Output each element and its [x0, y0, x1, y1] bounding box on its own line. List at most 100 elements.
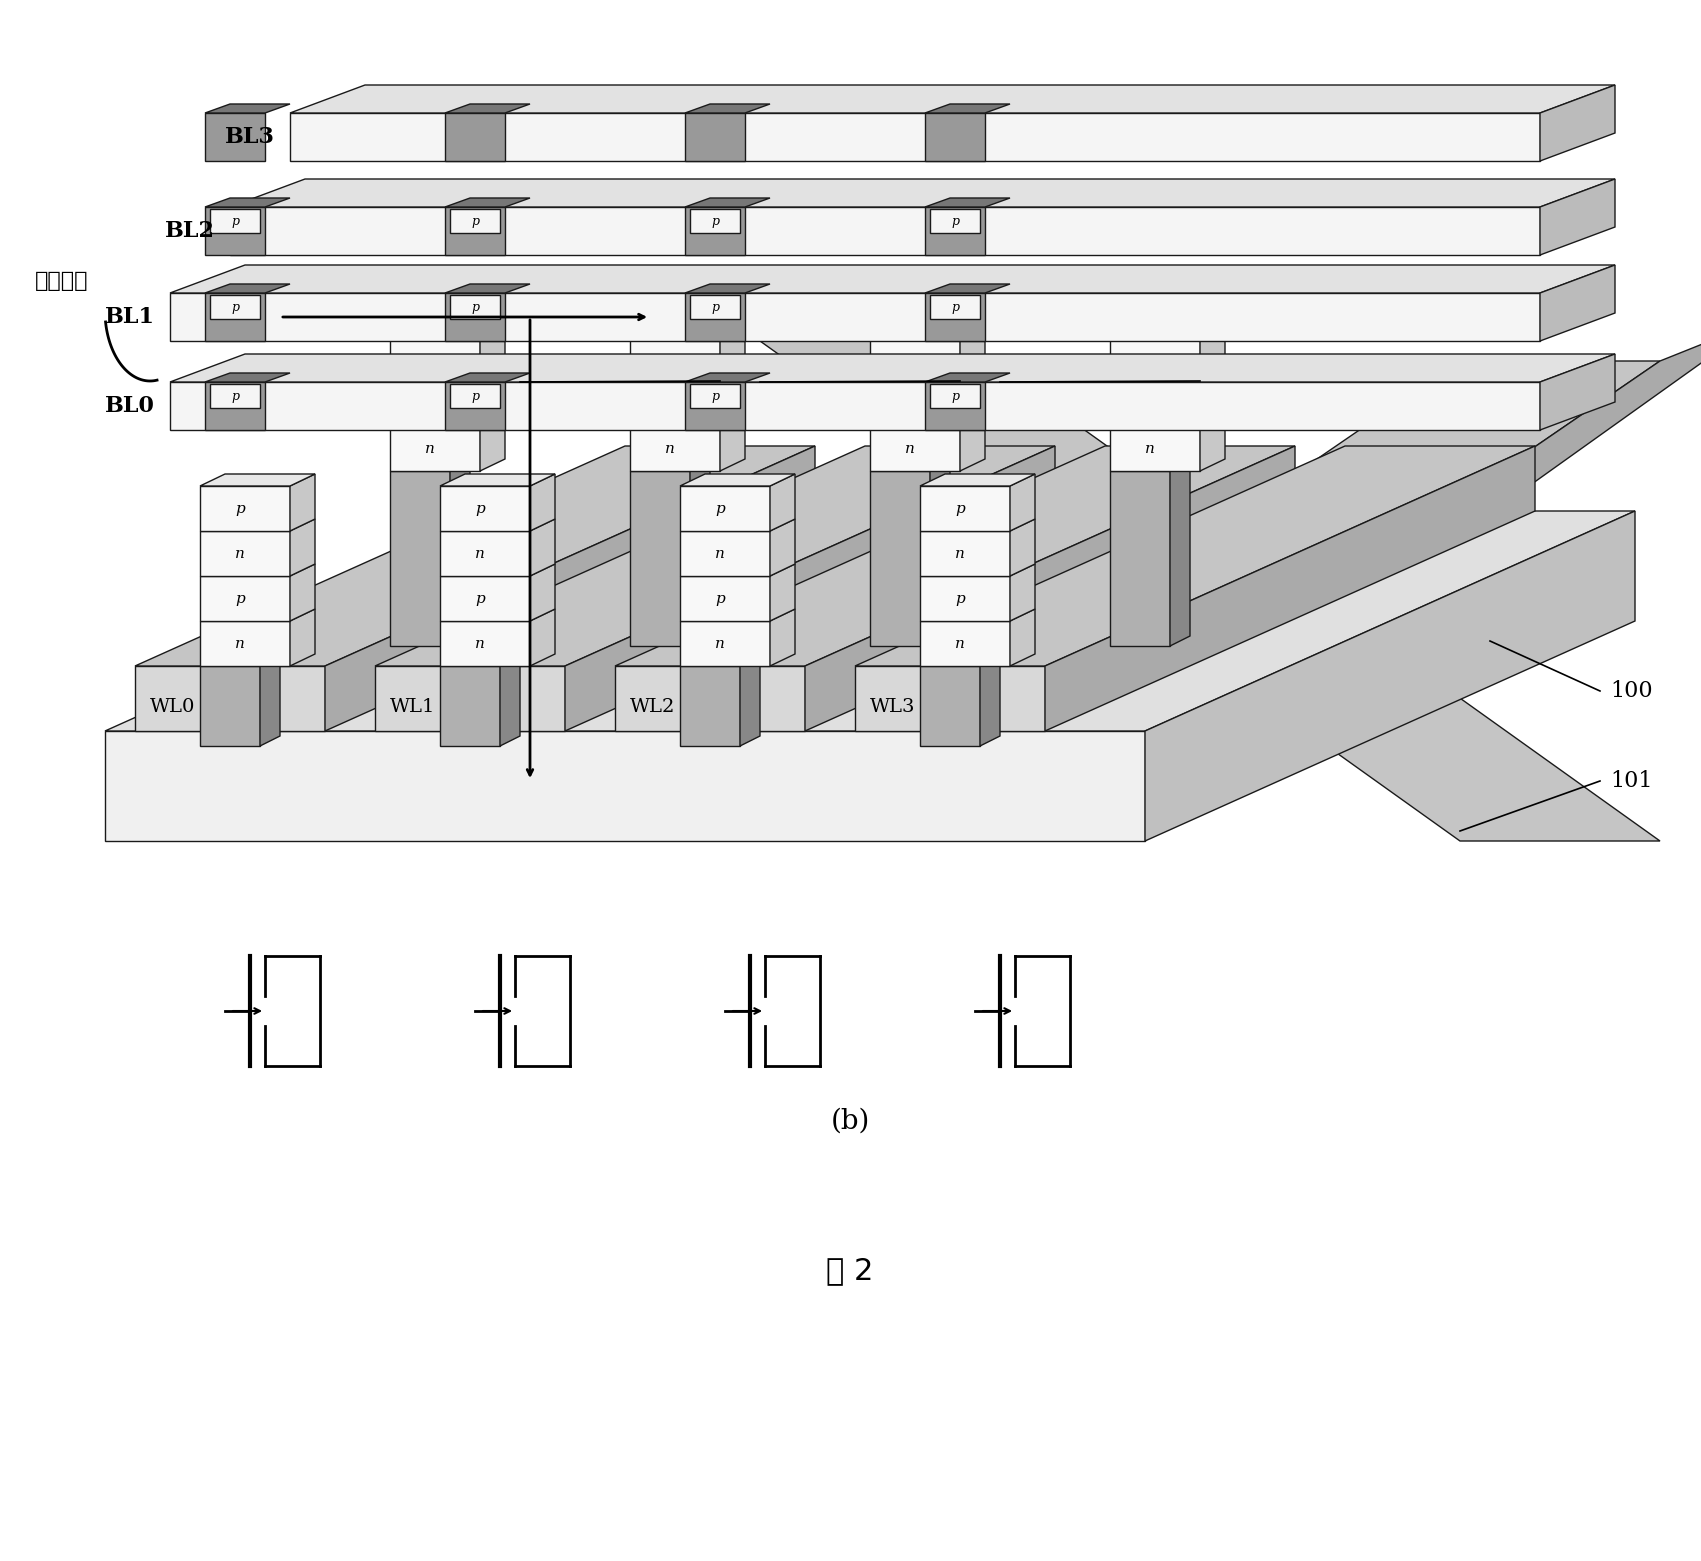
Polygon shape	[206, 293, 265, 340]
Polygon shape	[686, 198, 771, 208]
Polygon shape	[959, 279, 985, 336]
Polygon shape	[206, 208, 265, 254]
Polygon shape	[680, 576, 771, 621]
Text: p: p	[714, 592, 725, 606]
Polygon shape	[680, 531, 771, 576]
Polygon shape	[451, 209, 500, 234]
Polygon shape	[869, 471, 930, 646]
Polygon shape	[289, 564, 315, 621]
Text: n: n	[954, 637, 964, 651]
Polygon shape	[869, 290, 959, 336]
Polygon shape	[209, 209, 260, 234]
Polygon shape	[616, 667, 805, 731]
Polygon shape	[629, 290, 720, 336]
Polygon shape	[446, 105, 531, 112]
Text: BL2: BL2	[165, 220, 214, 242]
Polygon shape	[1111, 290, 1199, 336]
Polygon shape	[500, 656, 521, 746]
Polygon shape	[451, 384, 500, 409]
Polygon shape	[1199, 279, 1225, 336]
Polygon shape	[925, 293, 985, 340]
Polygon shape	[446, 198, 531, 208]
Polygon shape	[771, 609, 794, 667]
Polygon shape	[480, 368, 505, 426]
Polygon shape	[441, 576, 531, 621]
Text: n: n	[1145, 351, 1155, 365]
Polygon shape	[206, 373, 289, 382]
Polygon shape	[1539, 84, 1614, 161]
Polygon shape	[925, 382, 985, 429]
Polygon shape	[771, 518, 794, 576]
Text: p: p	[235, 503, 245, 517]
Polygon shape	[959, 322, 1701, 841]
Text: p: p	[1145, 396, 1155, 411]
Polygon shape	[531, 609, 555, 667]
Polygon shape	[480, 325, 505, 381]
Polygon shape	[720, 279, 745, 336]
Polygon shape	[289, 609, 315, 667]
Polygon shape	[480, 414, 505, 471]
Text: p: p	[231, 301, 240, 314]
Polygon shape	[740, 656, 760, 746]
Text: BL0: BL0	[105, 395, 155, 417]
Polygon shape	[201, 621, 289, 667]
Polygon shape	[105, 731, 1145, 841]
Polygon shape	[209, 295, 260, 320]
Polygon shape	[771, 475, 794, 531]
Polygon shape	[565, 446, 1055, 731]
Text: 100: 100	[1611, 681, 1653, 702]
Text: n: n	[905, 351, 915, 365]
Text: p: p	[425, 308, 435, 322]
Polygon shape	[1145, 510, 1635, 841]
Polygon shape	[980, 656, 1000, 746]
Polygon shape	[680, 667, 740, 746]
Polygon shape	[869, 381, 959, 426]
Polygon shape	[925, 284, 1010, 293]
Polygon shape	[629, 471, 691, 646]
Polygon shape	[920, 485, 1010, 531]
Polygon shape	[920, 576, 1010, 621]
Text: 电流方向: 电流方向	[36, 272, 88, 290]
Polygon shape	[1539, 354, 1614, 429]
Polygon shape	[201, 576, 289, 621]
Polygon shape	[925, 198, 1010, 208]
Text: n: n	[1145, 442, 1155, 456]
Polygon shape	[390, 426, 480, 471]
Text: n: n	[475, 546, 485, 560]
Polygon shape	[1111, 426, 1199, 471]
Text: p: p	[711, 301, 720, 314]
Polygon shape	[390, 336, 480, 381]
Text: 图 2: 图 2	[827, 1257, 874, 1286]
Polygon shape	[451, 295, 500, 320]
Polygon shape	[230, 208, 1539, 254]
Polygon shape	[325, 446, 815, 731]
Polygon shape	[206, 112, 265, 161]
Polygon shape	[446, 293, 505, 340]
Text: WL0: WL0	[150, 698, 196, 716]
Polygon shape	[1199, 414, 1225, 471]
Polygon shape	[134, 446, 815, 667]
Polygon shape	[930, 384, 980, 409]
Text: p: p	[475, 503, 485, 517]
Polygon shape	[930, 460, 949, 646]
Text: p: p	[956, 503, 964, 517]
Text: p: p	[951, 390, 959, 403]
Polygon shape	[930, 295, 980, 320]
Polygon shape	[390, 290, 480, 336]
Polygon shape	[446, 373, 531, 382]
Text: p: p	[905, 396, 915, 411]
Polygon shape	[206, 198, 289, 208]
Polygon shape	[720, 325, 745, 381]
Polygon shape	[686, 373, 771, 382]
Text: n: n	[475, 637, 485, 651]
Polygon shape	[374, 667, 565, 731]
Text: p: p	[905, 308, 915, 322]
Text: n: n	[425, 351, 435, 365]
Polygon shape	[441, 485, 531, 531]
Polygon shape	[201, 531, 289, 576]
Text: p: p	[471, 301, 480, 314]
Polygon shape	[134, 667, 325, 731]
Text: n: n	[714, 546, 725, 560]
Polygon shape	[869, 279, 985, 290]
Polygon shape	[209, 384, 260, 409]
